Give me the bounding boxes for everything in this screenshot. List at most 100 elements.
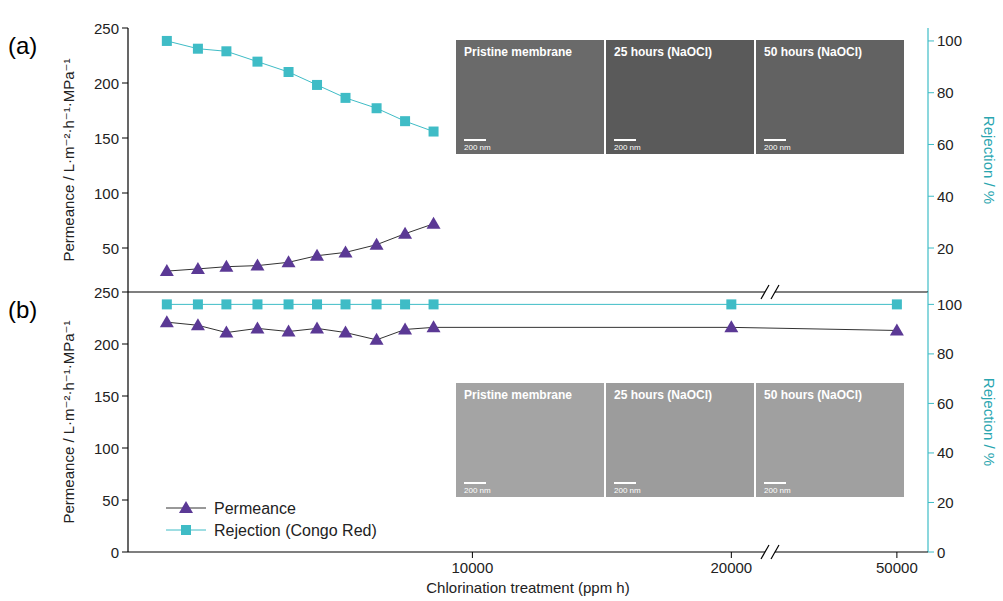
y-tick	[122, 193, 128, 194]
marker	[310, 321, 324, 333]
y2-tick	[928, 452, 934, 453]
axis-break	[771, 545, 779, 559]
axis-break	[771, 285, 779, 299]
sem-image	[756, 40, 904, 154]
marker	[252, 57, 262, 67]
marker	[282, 325, 296, 337]
figure: 5010015020025020406080100Permeance / L·m…	[0, 0, 1003, 601]
plot-data	[160, 299, 904, 344]
y-tick	[122, 83, 128, 84]
marker	[312, 299, 322, 309]
marker	[250, 259, 264, 271]
plot-data	[160, 36, 441, 276]
y-tick-label: 250	[94, 284, 119, 301]
y2-tick-label: 40	[937, 444, 954, 461]
y2-tick-label: 60	[937, 136, 954, 153]
marker	[162, 299, 172, 309]
marker	[219, 326, 233, 338]
y-axis-title: Permeance / L·m⁻²·h⁻¹·MPa⁻¹	[60, 59, 77, 262]
inset-title: Pristine membrane	[464, 388, 572, 402]
marker	[341, 93, 351, 103]
marker	[427, 217, 441, 229]
sem-image	[606, 383, 754, 497]
marker	[726, 299, 736, 309]
y-tick-label: 250	[94, 20, 119, 37]
marker	[372, 103, 382, 113]
y2-tick	[928, 304, 934, 305]
inset-title: 25 hours (NaOCl)	[614, 45, 712, 59]
panel: 5010015020025020406080100Permeance / L·m…	[8, 20, 998, 300]
scale-bar-label: 200 nm	[764, 486, 791, 495]
marker	[398, 322, 412, 334]
sem-image	[456, 40, 604, 154]
scale-bar-label: 200 nm	[464, 486, 491, 495]
y2-tick-label: 100	[937, 32, 962, 49]
series-line	[167, 304, 897, 305]
marker	[370, 333, 384, 345]
y2-tick	[928, 92, 934, 93]
y2-tick-label: 40	[937, 188, 954, 205]
x-axis-line	[128, 291, 928, 292]
marker	[193, 44, 203, 54]
y2-tick-label: 20	[937, 240, 954, 257]
y2-axis-title: Rejection / %	[981, 378, 998, 466]
y-tick-label: 200	[94, 336, 119, 353]
y-tick-label: 200	[94, 75, 119, 92]
y-tick-label: 0	[111, 544, 119, 561]
y-tick	[122, 396, 128, 397]
inset-title: 50 hours (NaOCl)	[764, 45, 862, 59]
y2-tick	[928, 502, 934, 503]
y2-tick	[928, 196, 934, 197]
y2-tick-label: 100	[937, 296, 962, 313]
scale-bar-label: 200 nm	[464, 143, 491, 152]
x-tick-label: 50000	[876, 559, 918, 576]
y2-tick	[928, 40, 934, 41]
x-axis-line	[128, 551, 928, 552]
y-tick-label: 50	[102, 240, 119, 257]
legend-label: Permeance	[214, 500, 296, 517]
marker	[191, 318, 205, 330]
scale-bar-label: 200 nm	[764, 143, 791, 152]
x-axis-title: Chlorination treatment (ppm h)	[426, 579, 629, 596]
marker	[160, 315, 174, 327]
legend-marker	[181, 525, 191, 535]
panel: 0501001502002500204060801001000020000500…	[8, 284, 998, 597]
x-tick	[896, 552, 897, 558]
scale-bar	[464, 139, 486, 141]
y-tick	[122, 448, 128, 449]
inset-title: 50 hours (NaOCl)	[764, 388, 862, 402]
series-line	[167, 224, 434, 271]
marker	[398, 227, 412, 239]
marker	[724, 320, 738, 332]
series-line	[167, 322, 897, 340]
marker	[400, 299, 410, 309]
scale-bar	[614, 139, 636, 141]
scale-bar-label: 200 nm	[614, 486, 641, 495]
marker	[341, 299, 351, 309]
scale-bar	[764, 482, 786, 484]
y2-tick-label: 0	[937, 544, 945, 561]
marker	[284, 67, 294, 77]
y2-tick	[928, 248, 934, 249]
sem-image	[456, 383, 604, 497]
y-tick	[122, 552, 128, 553]
y2-tick	[928, 552, 934, 553]
y2-tick-label: 60	[937, 395, 954, 412]
y-tick	[122, 248, 128, 249]
legend: Permeance Rejection (Congo Red)	[166, 500, 377, 539]
scale-bar-label: 200 nm	[614, 143, 641, 152]
y-axis-title: Permeance / L·m⁻²·h⁻¹·MPa⁻¹	[60, 321, 77, 524]
marker	[310, 249, 324, 261]
y-tick	[122, 28, 128, 29]
series-line	[167, 41, 434, 132]
axis-break	[761, 285, 769, 299]
legend-label: Rejection (Congo Red)	[214, 522, 377, 539]
scale-bar	[464, 482, 486, 484]
y2-tick	[928, 144, 934, 145]
y-tick	[122, 292, 128, 293]
y-tick-label: 100	[94, 185, 119, 202]
marker	[339, 245, 353, 257]
scale-bar	[614, 482, 636, 484]
x-tick-label: 20000	[710, 559, 752, 576]
marker	[427, 320, 441, 332]
